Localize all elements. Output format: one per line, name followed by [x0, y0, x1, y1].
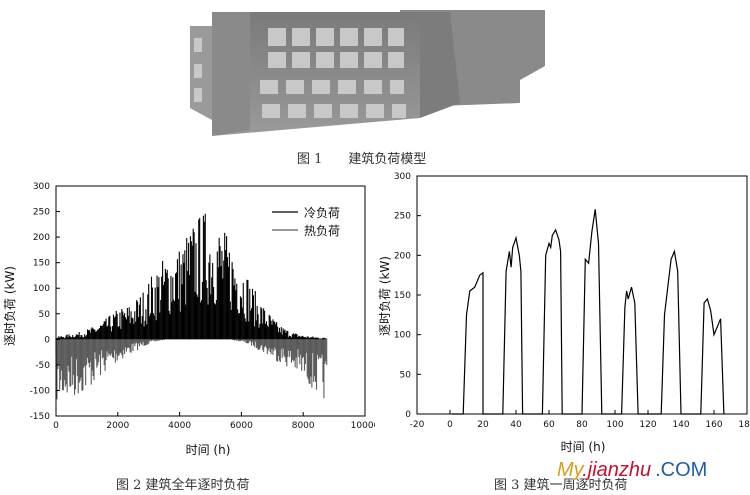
cooling-load-bars: [55, 213, 328, 340]
annual-load-ylabel: 逐时负荷 (kW): [3, 266, 17, 346]
watermark-com: .COM: [655, 459, 708, 481]
x-tick-label: 100: [606, 420, 623, 430]
annual-load-xlabel: 时间 (h): [186, 443, 231, 457]
y-tick-label: 150: [33, 259, 50, 269]
x-tick-label: 140: [672, 420, 689, 430]
weekly-load-plot-frame: [416, 175, 748, 415]
x-tick-label: 10000: [351, 421, 375, 431]
y-tick-label: 200: [394, 251, 411, 261]
site-watermark: My.jianzhu .COM: [557, 459, 707, 482]
building-model-figure: [190, 8, 550, 143]
x-tick-label: 20: [477, 420, 489, 430]
y-tick-label: 250: [394, 212, 411, 222]
legend-label-cooling: 冷负荷: [304, 206, 340, 220]
x-tick-label: 40: [510, 420, 522, 430]
y-tick-label: 200: [33, 233, 50, 243]
y-tick-label: 100: [33, 284, 50, 294]
x-tick-label: 80: [576, 420, 588, 430]
x-tick-label: 0: [447, 420, 453, 430]
watermark-my: My: [557, 459, 583, 481]
x-tick-label: 180: [738, 420, 750, 430]
y-tick-label: -100: [30, 386, 51, 396]
x-tick-label: 160: [705, 420, 722, 430]
watermark-jianzhu: .jianzhu: [582, 459, 652, 481]
figure3-caption: 图 3 建筑一周逐时负荷: [494, 478, 628, 493]
y-tick-label: -50: [35, 361, 50, 371]
annual-load-ticks: 0 2000 4000 6000 8000 10000 300 250 200 150 100 50 0…: [30, 182, 375, 431]
annual-load-bars: [55, 213, 328, 400]
figure2-caption: 图 2 建筑全年逐时负荷: [116, 478, 250, 493]
legend-label-heating: 热负荷: [304, 224, 340, 238]
y-tick-label: 300: [33, 182, 50, 192]
figure1-caption: 图 1 建筑负荷模型: [297, 152, 427, 167]
y-tick-label: 150: [394, 291, 411, 301]
x-tick-label: 2000: [106, 421, 129, 431]
x-tick-label: -20: [410, 420, 425, 430]
y-tick-label: 50: [39, 310, 51, 320]
weekly-load-ticks: -200204060801001201401601800501001502002…: [394, 172, 750, 430]
weekly-load-chart: -200204060801001201401601800501001502002…: [378, 172, 750, 454]
y-tick-label: 100: [394, 331, 411, 341]
heating-load-bars: [55, 339, 328, 400]
annual-load-chart: 0 2000 4000 6000 8000 10000 300 250 200 150 100 50 0…: [3, 182, 375, 457]
x-tick-label: 4000: [168, 421, 191, 431]
weekly-load-ylabel: 逐时负荷 (kW): [378, 256, 392, 336]
annual-load-plot-frame: [55, 185, 366, 417]
building-model-image: [190, 10, 545, 136]
x-tick-label: 6000: [230, 421, 253, 431]
y-tick-label: 0: [405, 410, 411, 420]
y-tick-label: 250: [33, 208, 50, 218]
weekly-load-series-line: [451, 209, 725, 415]
y-tick-label: -150: [30, 412, 51, 422]
x-tick-label: 8000: [292, 421, 315, 431]
y-tick-label: 0: [44, 335, 50, 345]
y-tick-label: 300: [394, 172, 411, 182]
x-tick-label: 120: [639, 420, 656, 430]
y-tick-label: 50: [400, 370, 412, 380]
weekly-load-xlabel: 时间 (h): [561, 440, 606, 454]
x-tick-label: 60: [543, 420, 555, 430]
x-tick-label: 0: [53, 421, 59, 431]
annual-load-legend: 冷负荷 热负荷: [272, 206, 340, 238]
